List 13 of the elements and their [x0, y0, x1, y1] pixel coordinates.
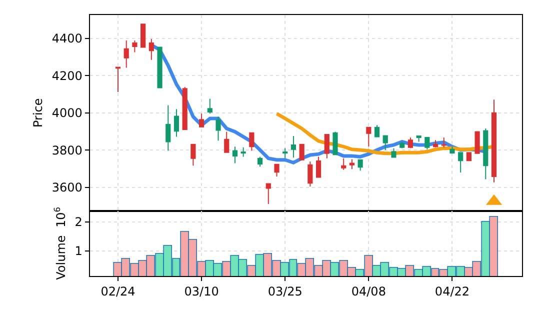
y-tick-label: 3800 — [52, 143, 82, 158]
x-tick-label: 02/24 — [100, 284, 136, 299]
y-tick-label: 2 — [74, 215, 82, 230]
y-tick-label: 4000 — [52, 106, 82, 120]
y-tick-label: 3600 — [52, 180, 82, 195]
x-tick-label: 04/08 — [351, 284, 386, 299]
x-tick-label: 03/25 — [268, 284, 302, 299]
y-tick-label: 4200 — [52, 68, 82, 83]
y-tick-label: 4400 — [52, 32, 82, 46]
y-tick-label: 1 — [74, 244, 82, 258]
x-tick-label: 03/10 — [184, 284, 219, 299]
x-tick-label: 04/22 — [434, 284, 470, 299]
y-axis-title: Price — [31, 98, 46, 128]
